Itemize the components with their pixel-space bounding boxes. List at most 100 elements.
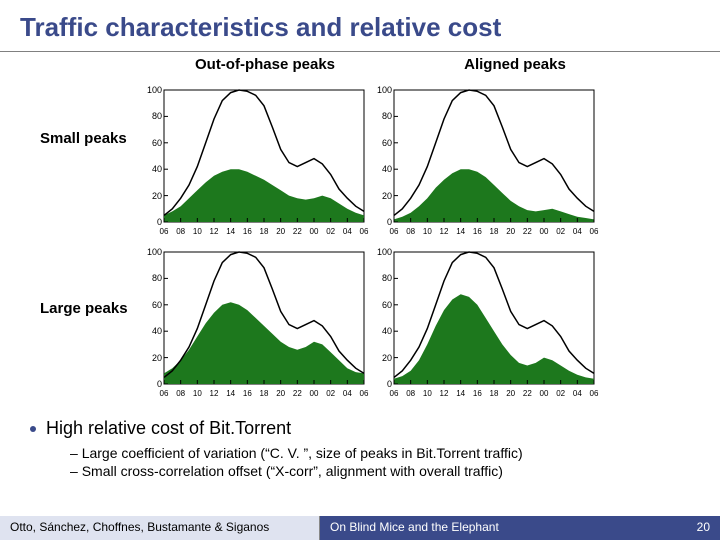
x-tick-label: 00 bbox=[540, 227, 549, 236]
y-tick-label: 0 bbox=[387, 217, 392, 227]
x-tick-label: 12 bbox=[440, 389, 449, 398]
bullet-subs: – Large coefficient of variation (“C. V.… bbox=[70, 445, 523, 479]
x-tick-label: 18 bbox=[260, 227, 269, 236]
bullet-sub-1: – Small cross-correlation offset (“X-cor… bbox=[70, 463, 523, 479]
x-tick-label: 00 bbox=[310, 389, 319, 398]
y-tick-label: 0 bbox=[387, 379, 392, 389]
x-tick-label: 18 bbox=[490, 389, 499, 398]
x-tick-label: 06 bbox=[360, 389, 369, 398]
x-tick-label: 06 bbox=[160, 227, 169, 236]
x-tick-label: 18 bbox=[490, 227, 499, 236]
y-tick-label: 60 bbox=[152, 300, 162, 310]
x-tick-label: 04 bbox=[343, 389, 352, 398]
x-tick-label: 12 bbox=[440, 227, 449, 236]
x-tick-label: 08 bbox=[406, 227, 415, 236]
bullet-main-text: High relative cost of Bit.Torrent bbox=[46, 418, 291, 439]
footer-page-num: 20 bbox=[680, 516, 720, 540]
chart-svg bbox=[370, 86, 598, 236]
y-tick-label: 40 bbox=[382, 164, 392, 174]
y-tick-label: 20 bbox=[152, 353, 162, 363]
x-tick-label: 04 bbox=[573, 389, 582, 398]
x-tick-label: 16 bbox=[473, 389, 482, 398]
footer-title: On Blind Mice and the Elephant bbox=[320, 516, 680, 540]
chart-svg bbox=[140, 86, 368, 236]
x-tick-label: 02 bbox=[556, 389, 565, 398]
y-tick-label: 100 bbox=[147, 247, 162, 257]
row-label-0: Small peaks bbox=[40, 130, 140, 147]
bullet-main: High relative cost of Bit.Torrent bbox=[30, 418, 523, 439]
x-tick-label: 04 bbox=[343, 227, 352, 236]
x-tick-label: 02 bbox=[556, 227, 565, 236]
x-tick-label: 14 bbox=[226, 227, 235, 236]
x-tick-label: 06 bbox=[590, 227, 599, 236]
x-tick-label: 08 bbox=[176, 227, 185, 236]
chart-2: 02040608010006081012141618202200020406 bbox=[140, 248, 368, 398]
x-tick-label: 06 bbox=[160, 389, 169, 398]
y-tick-label: 60 bbox=[382, 300, 392, 310]
x-tick-label: 02 bbox=[326, 227, 335, 236]
x-tick-label: 16 bbox=[473, 227, 482, 236]
x-tick-label: 00 bbox=[540, 389, 549, 398]
col-header-1: Aligned peaks bbox=[390, 56, 640, 73]
x-tick-label: 02 bbox=[326, 389, 335, 398]
y-tick-label: 80 bbox=[382, 273, 392, 283]
x-tick-label: 22 bbox=[293, 227, 302, 236]
bullet-sub-0: – Large coefficient of variation (“C. V.… bbox=[70, 445, 523, 461]
x-tick-label: 10 bbox=[423, 227, 432, 236]
x-tick-label: 06 bbox=[590, 389, 599, 398]
y-tick-label: 80 bbox=[382, 111, 392, 121]
x-tick-label: 00 bbox=[310, 227, 319, 236]
y-tick-label: 0 bbox=[157, 217, 162, 227]
divider bbox=[0, 51, 720, 52]
x-tick-label: 20 bbox=[276, 227, 285, 236]
footer-authors: Otto, Sánchez, Choffnes, Bustamante & Si… bbox=[0, 516, 320, 540]
x-tick-label: 20 bbox=[506, 389, 515, 398]
x-tick-label: 10 bbox=[193, 227, 202, 236]
chart-1: 0 20 40 60 80 100 06 08 10 12 14 16 18 20 22 00 02 04 06 bbox=[370, 86, 598, 236]
x-tick-label: 14 bbox=[226, 389, 235, 398]
x-tick-label: 10 bbox=[193, 389, 202, 398]
x-tick-label: 04 bbox=[573, 227, 582, 236]
x-tick-label: 20 bbox=[506, 227, 515, 236]
bullet-list: High relative cost of Bit.Torrent – Larg… bbox=[30, 418, 523, 479]
x-tick-label: 12 bbox=[210, 227, 219, 236]
column-headers: Out-of-phase peaks Aligned peaks bbox=[0, 56, 720, 73]
x-tick-label: 18 bbox=[260, 389, 269, 398]
x-tick-label: 08 bbox=[406, 389, 415, 398]
x-tick-label: 06 bbox=[390, 227, 399, 236]
col-header-0: Out-of-phase peaks bbox=[140, 56, 390, 73]
bullet-dot-icon bbox=[30, 426, 36, 432]
x-tick-label: 06 bbox=[390, 389, 399, 398]
y-tick-label: 100 bbox=[147, 85, 162, 95]
y-tick-label: 20 bbox=[382, 353, 392, 363]
y-tick-label: 40 bbox=[152, 164, 162, 174]
chart-0: 0 20 40 60 80 100 06 08 10 12 14 16 18 20 22 00 02 04 06 bbox=[140, 86, 368, 236]
x-tick-label: 22 bbox=[523, 227, 532, 236]
y-tick-label: 100 bbox=[377, 85, 392, 95]
x-tick-label: 22 bbox=[293, 389, 302, 398]
y-tick-label: 60 bbox=[382, 138, 392, 148]
x-tick-label: 06 bbox=[360, 227, 369, 236]
chart-svg bbox=[370, 248, 598, 398]
x-tick-label: 20 bbox=[276, 389, 285, 398]
x-tick-label: 22 bbox=[523, 389, 532, 398]
x-tick-label: 08 bbox=[176, 389, 185, 398]
y-tick-label: 60 bbox=[152, 138, 162, 148]
y-tick-label: 0 bbox=[157, 379, 162, 389]
y-tick-label: 20 bbox=[382, 191, 392, 201]
y-tick-label: 20 bbox=[152, 191, 162, 201]
chart-svg bbox=[140, 248, 368, 398]
slide-title: Traffic characteristics and relative cos… bbox=[0, 0, 720, 51]
x-tick-label: 14 bbox=[456, 227, 465, 236]
footer: Otto, Sánchez, Choffnes, Bustamante & Si… bbox=[0, 516, 720, 540]
x-tick-label: 16 bbox=[243, 227, 252, 236]
x-tick-label: 10 bbox=[423, 389, 432, 398]
x-tick-label: 16 bbox=[243, 389, 252, 398]
x-tick-label: 14 bbox=[456, 389, 465, 398]
y-tick-label: 100 bbox=[377, 247, 392, 257]
y-tick-label: 80 bbox=[152, 273, 162, 283]
chart-3: 02040608010006081012141618202200020406 bbox=[370, 248, 598, 398]
x-tick-label: 12 bbox=[210, 389, 219, 398]
y-tick-label: 80 bbox=[152, 111, 162, 121]
row-label-1: Large peaks bbox=[40, 300, 140, 317]
